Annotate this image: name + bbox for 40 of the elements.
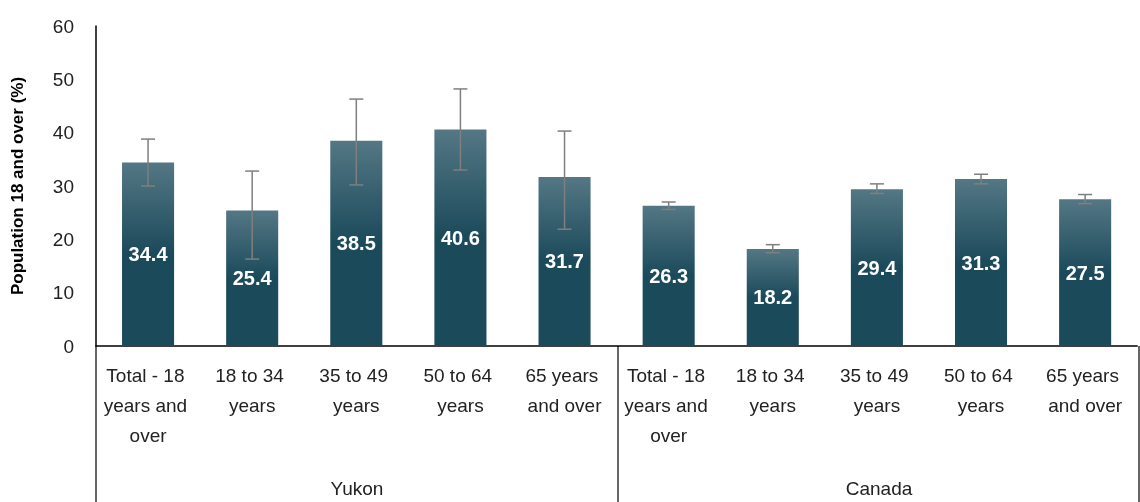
bar [746,248,799,346]
bar [330,140,383,346]
x-tick-label: 35 to 49 years [319,364,394,416]
data-label: 25.4 [232,267,273,290]
y-axis-title: Population 18 and over (%) [8,76,27,296]
data-label: 18.2 [753,286,793,309]
data-label: 29.4 [857,256,898,279]
x-tick-label: 65 years and over [1046,364,1125,416]
data-label: 34.4 [128,243,169,266]
text: Yukon [330,478,384,499]
data-label: 31.3 [961,251,1001,274]
bar [434,129,487,346]
y-tick-label: 60 [52,15,74,37]
x-tick-label: 18 to 34 years [735,364,810,416]
bar [538,176,591,346]
y-tick-label: 20 [52,228,74,250]
bar [954,179,1008,346]
data-label: 40.6 [440,226,480,249]
data-label: 26.3 [649,264,689,287]
y-tick-label: 30 [52,175,74,197]
x-tick-label: 65 years and over [525,364,604,416]
bar [1059,199,1112,346]
y-tick-label: 50 [52,68,74,90]
y-tick-label: 40 [52,122,74,144]
bar [642,205,695,346]
x-tick-label: 18 to 34 years [215,364,290,416]
x-tick-label: Total - 18 years and over [624,364,714,446]
data-label: 38.5 [336,232,376,255]
x-tick-label: 35 to 49 years [839,364,914,416]
bar [850,189,903,346]
y-tick-label: 10 [52,282,74,304]
text: Canada [845,478,913,499]
y-tick-label: 0 [63,335,74,357]
bar [226,210,279,346]
x-tick-label: 50 to 64 years [944,364,1018,416]
x-tick-label: Total - 18 years and over [103,364,193,446]
data-label: 31.7 [545,250,585,273]
data-label: 27.5 [1065,261,1105,284]
bar [122,162,175,346]
x-tick-label: 50 to 64 years [423,364,498,416]
